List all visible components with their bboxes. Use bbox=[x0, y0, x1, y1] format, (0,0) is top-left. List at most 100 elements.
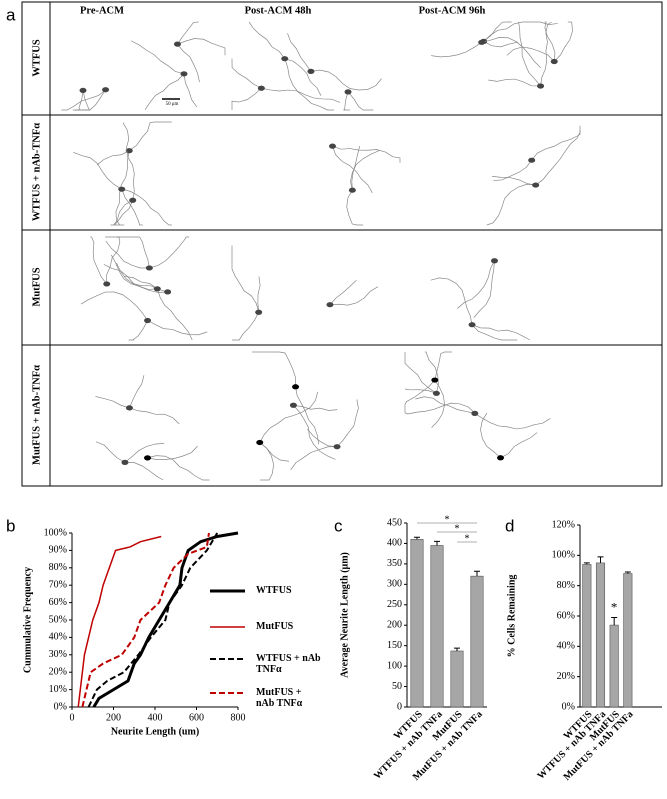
neurite bbox=[232, 312, 260, 341]
bar bbox=[595, 562, 606, 708]
neurite bbox=[61, 89, 106, 111]
legend-label: WTFUS + nAb TNFα bbox=[256, 653, 321, 675]
soma bbox=[79, 87, 87, 94]
soma bbox=[344, 89, 352, 95]
y-axis-title: Cummulative Frequency bbox=[22, 567, 33, 673]
soma bbox=[537, 83, 545, 89]
neurite bbox=[329, 280, 357, 305]
neurite bbox=[424, 351, 439, 394]
y-tick-label: 90% bbox=[49, 545, 67, 556]
neurite bbox=[351, 146, 361, 191]
significance-star: * bbox=[611, 600, 618, 615]
neurite bbox=[259, 442, 274, 481]
neurite bbox=[113, 200, 134, 226]
y-tick-label: 100% bbox=[552, 550, 575, 561]
neurite bbox=[231, 87, 262, 110]
soma bbox=[326, 302, 334, 308]
bar bbox=[470, 575, 484, 708]
neurite bbox=[231, 245, 260, 313]
panel-label: c bbox=[334, 516, 343, 535]
neurite bbox=[404, 388, 437, 394]
soma bbox=[144, 455, 152, 461]
neurite bbox=[284, 58, 335, 111]
neurite bbox=[177, 43, 200, 83]
legend-label: WTFUS bbox=[256, 585, 292, 596]
x-axis-title: Neurite Length (um) bbox=[111, 726, 199, 737]
neurite bbox=[431, 42, 482, 58]
neurite bbox=[124, 442, 165, 463]
neurite bbox=[129, 375, 145, 409]
neurite bbox=[144, 73, 185, 111]
error-bar bbox=[434, 540, 440, 546]
legend-item: WTFUS + nAb TNFα bbox=[256, 653, 321, 675]
row-header: MutFUS + nAb-TNFα bbox=[31, 365, 42, 465]
neurite bbox=[72, 89, 106, 111]
y-tick-label: 10% bbox=[49, 684, 67, 695]
neurite bbox=[431, 379, 445, 428]
neurite bbox=[106, 236, 121, 284]
soma bbox=[125, 405, 133, 411]
row-header: WTFUS + nAb-TNFα bbox=[31, 123, 42, 221]
soma bbox=[292, 384, 300, 390]
x-tick-label: 800 bbox=[231, 712, 246, 723]
y-tick-label: 0 bbox=[397, 701, 402, 712]
soma bbox=[432, 390, 440, 396]
legend-label: MutFUS bbox=[256, 621, 294, 632]
neurite bbox=[122, 122, 135, 201]
soma bbox=[289, 402, 297, 408]
neurite bbox=[96, 150, 130, 166]
neurite bbox=[493, 159, 532, 182]
y-tick-label: 80% bbox=[49, 562, 67, 573]
y-tick-label: 250 bbox=[387, 599, 402, 610]
neurite bbox=[95, 396, 130, 409]
neurite bbox=[535, 125, 581, 186]
soma bbox=[145, 265, 153, 271]
bar bbox=[582, 564, 592, 708]
legend-label: MutFUS + nAb TNFα bbox=[256, 687, 303, 709]
neurite bbox=[124, 275, 158, 290]
y-tick-label: 350 bbox=[387, 558, 402, 569]
y-tick-label: 450 bbox=[387, 517, 402, 528]
soma bbox=[468, 322, 476, 328]
neurite bbox=[553, 21, 573, 62]
y-tick-label: 400 bbox=[387, 538, 402, 549]
soma bbox=[333, 444, 341, 450]
error-bar bbox=[454, 647, 460, 651]
soma bbox=[257, 85, 265, 91]
neurite bbox=[295, 386, 320, 445]
neurite bbox=[95, 441, 126, 463]
soma bbox=[329, 143, 337, 149]
legend-item: WTFUS bbox=[256, 585, 292, 596]
soma bbox=[180, 71, 188, 77]
neurite bbox=[332, 146, 373, 194]
neurite bbox=[506, 46, 555, 62]
x-tick-label: 200 bbox=[106, 712, 121, 723]
neurite bbox=[149, 236, 190, 269]
neurite bbox=[147, 455, 210, 481]
neurite bbox=[488, 78, 541, 87]
soma bbox=[497, 455, 505, 461]
neurite bbox=[130, 40, 185, 75]
y-tick-label: 100% bbox=[44, 527, 67, 538]
significance-star: * bbox=[465, 533, 470, 544]
neurite bbox=[129, 121, 172, 151]
neurite bbox=[80, 291, 148, 321]
significance-star: * bbox=[455, 523, 460, 534]
y-tick-label: 100 bbox=[387, 660, 402, 671]
soma bbox=[153, 286, 161, 292]
soma bbox=[281, 56, 289, 62]
neurite bbox=[404, 402, 476, 415]
series-line bbox=[87, 532, 219, 708]
neurite bbox=[103, 264, 168, 293]
neurite bbox=[129, 407, 180, 425]
neurite bbox=[147, 445, 198, 460]
y-tick-label: 60% bbox=[49, 597, 67, 608]
soma bbox=[471, 410, 479, 416]
y-tick-label: 300 bbox=[387, 579, 402, 590]
neurite bbox=[259, 442, 290, 462]
neurite bbox=[343, 91, 351, 111]
bar bbox=[609, 624, 619, 708]
neurite bbox=[110, 199, 133, 226]
y-tick-label: 60% bbox=[557, 610, 575, 621]
